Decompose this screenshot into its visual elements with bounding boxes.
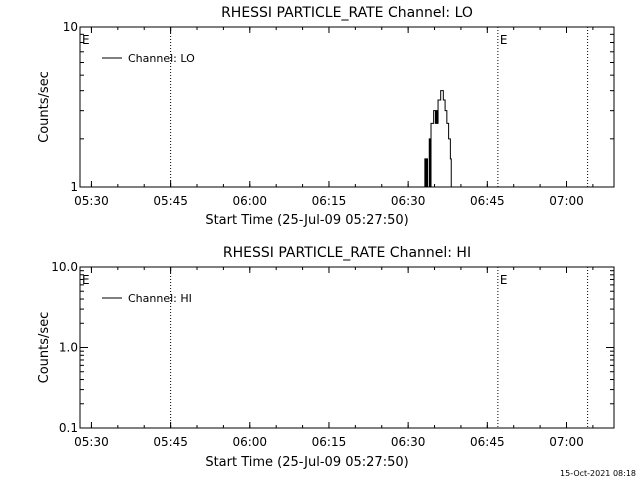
- x-tick-label: 06:15: [312, 194, 347, 208]
- x-tick-label: 06:30: [391, 435, 426, 449]
- x-tick-label: 06:45: [470, 435, 505, 449]
- x-tick-label: 06:15: [312, 435, 347, 449]
- x-tick-label: 06:00: [232, 435, 267, 449]
- y-tick-label: 1: [70, 180, 78, 194]
- timestamp-footer: 15-Oct-2021 08:18: [560, 469, 636, 478]
- lo-channel-panel: RHESSI PARTICLE_RATE Channel: LO 05:30 05:…: [37, 5, 615, 228]
- left-marker-label: E: [82, 33, 90, 47]
- chart-title: RHESSI PARTICLE_RATE Channel: LO: [221, 5, 473, 21]
- x-tick-label: 05:30: [74, 435, 109, 449]
- hi-channel-panel: RHESSI PARTICLE_RATE Channel: HI 05:30 05:…: [37, 245, 615, 470]
- event-marker-label: E: [500, 33, 508, 47]
- chart-title: RHESSI PARTICLE_RATE Channel: HI: [223, 245, 471, 261]
- x-tick-label: 06:30: [391, 194, 426, 208]
- y-axis-label: Counts/sec: [37, 71, 52, 143]
- legend-label: Channel: HI: [128, 292, 192, 305]
- left-marker-label: E: [82, 273, 90, 287]
- y-axis-label: Counts/sec: [37, 312, 52, 384]
- x-axis-label: Start Time (25-Jul-09 05:27:50): [205, 455, 408, 470]
- legend-label: Channel: LO: [128, 52, 195, 65]
- x-tick-label: 05:45: [153, 435, 188, 449]
- x-tick-label: 05:45: [153, 194, 188, 208]
- x-tick-label: 07:00: [549, 435, 584, 449]
- y-tick-label: 10.0: [51, 260, 78, 274]
- x-axis-label: Start Time (25-Jul-09 05:27:50): [205, 213, 408, 228]
- event-marker-label: E: [500, 273, 508, 287]
- x-tick-label: 06:00: [232, 194, 267, 208]
- series-line: [423, 90, 452, 188]
- plot-frame: [79, 26, 615, 188]
- x-tick-label: 06:45: [470, 194, 505, 208]
- x-tick-label: 05:30: [74, 194, 109, 208]
- y-tick-label: 0.1: [59, 421, 78, 435]
- x-tick-label: 07:00: [549, 194, 584, 208]
- y-tick-label: 10: [63, 20, 78, 34]
- y-tick-label: 1.0: [59, 341, 78, 355]
